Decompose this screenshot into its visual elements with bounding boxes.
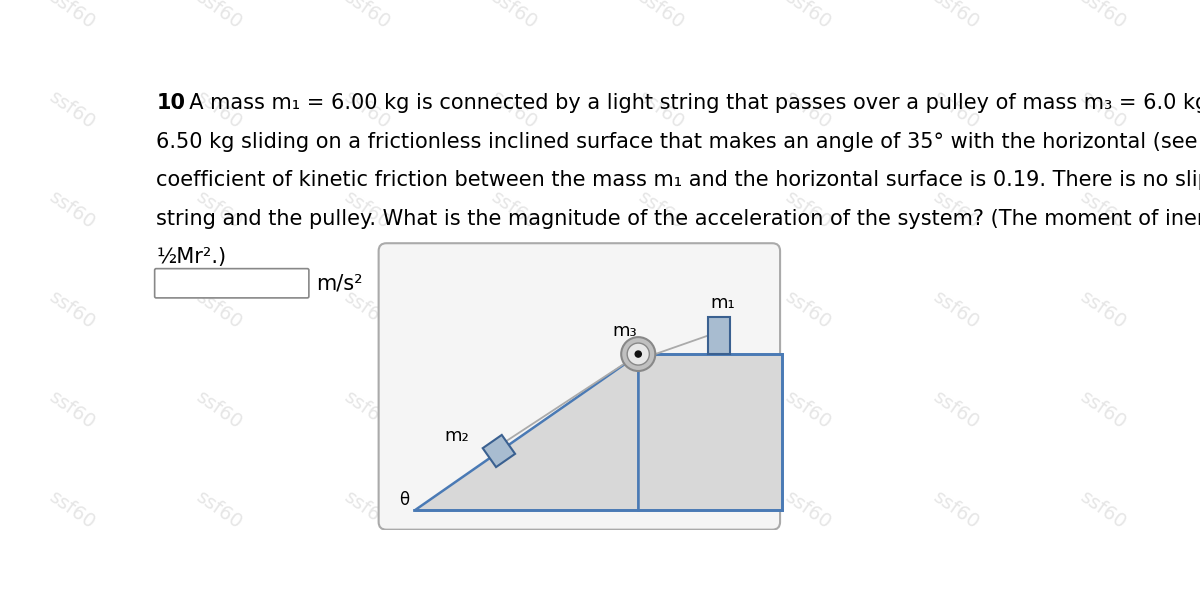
- Text: ssf60: ssf60: [487, 0, 541, 33]
- Text: ssf60: ssf60: [487, 488, 541, 533]
- Text: ssf60: ssf60: [929, 88, 983, 133]
- Text: ssf60: ssf60: [1076, 287, 1130, 333]
- Text: ssf60: ssf60: [341, 88, 394, 133]
- Bar: [708, 317, 730, 354]
- Text: 6.50 kg sliding on a frictionless inclined surface that makes an angle of 35° wi: 6.50 kg sliding on a frictionless inclin…: [156, 132, 1200, 151]
- Text: ssf60: ssf60: [341, 0, 394, 33]
- Text: ssf60: ssf60: [635, 287, 688, 333]
- Text: ssf60: ssf60: [341, 188, 394, 233]
- Text: . A mass m₁ = 6.00 kg is connected by a light string that passes over a pulley o: . A mass m₁ = 6.00 kg is connected by a …: [176, 93, 1200, 113]
- Text: ssf60: ssf60: [193, 188, 246, 233]
- Text: ssf60: ssf60: [929, 188, 983, 233]
- Text: ssf60: ssf60: [635, 0, 688, 33]
- Text: ssf60: ssf60: [46, 188, 100, 233]
- Text: ssf60: ssf60: [193, 0, 246, 33]
- Text: m₃: m₃: [612, 322, 637, 340]
- Text: ssf60: ssf60: [1076, 387, 1130, 433]
- Circle shape: [635, 351, 641, 357]
- Circle shape: [628, 343, 649, 365]
- Text: m/s²: m/s²: [317, 274, 364, 293]
- Text: ssf60: ssf60: [46, 387, 100, 433]
- Text: ssf60: ssf60: [1076, 488, 1130, 533]
- Text: ssf60: ssf60: [487, 188, 541, 233]
- Text: ssf60: ssf60: [635, 88, 688, 133]
- Text: ssf60: ssf60: [341, 488, 394, 533]
- Text: m₂: m₂: [444, 427, 469, 445]
- Text: ssf60: ssf60: [46, 488, 100, 533]
- FancyBboxPatch shape: [379, 243, 780, 530]
- Text: ssf60: ssf60: [193, 488, 246, 533]
- Text: ssf60: ssf60: [635, 387, 688, 433]
- Text: ssf60: ssf60: [46, 88, 100, 133]
- Text: ssf60: ssf60: [929, 287, 983, 333]
- Text: ssf60: ssf60: [487, 88, 541, 133]
- Text: ssf60: ssf60: [193, 387, 246, 433]
- Text: ssf60: ssf60: [341, 287, 394, 333]
- Text: ssf60: ssf60: [782, 88, 835, 133]
- Text: ssf60: ssf60: [193, 287, 246, 333]
- Text: coefficient of kinetic friction between the mass m₁ and the horizontal surface i: coefficient of kinetic friction between …: [156, 170, 1200, 190]
- Text: ssf60: ssf60: [782, 387, 835, 433]
- Text: ssf60: ssf60: [782, 0, 835, 33]
- Text: string and the pulley. What is the magnitude of the acceleration of the system? : string and the pulley. What is the magni…: [156, 209, 1200, 229]
- Text: 10: 10: [156, 93, 185, 113]
- Text: ssf60: ssf60: [929, 488, 983, 533]
- Text: ssf60: ssf60: [782, 287, 835, 333]
- Text: ssf60: ssf60: [929, 387, 983, 433]
- Text: θ: θ: [400, 491, 409, 509]
- Text: ssf60: ssf60: [929, 0, 983, 33]
- Text: ssf60: ssf60: [193, 88, 246, 133]
- Text: ssf60: ssf60: [635, 188, 688, 233]
- Text: ssf60: ssf60: [782, 488, 835, 533]
- Text: ssf60: ssf60: [635, 488, 688, 533]
- Text: ssf60: ssf60: [1076, 88, 1130, 133]
- Text: ssf60: ssf60: [1076, 0, 1130, 33]
- Text: ssf60: ssf60: [46, 287, 100, 333]
- Text: ssf60: ssf60: [46, 0, 100, 33]
- Text: ssf60: ssf60: [341, 387, 394, 433]
- Text: ssf60: ssf60: [487, 287, 541, 333]
- Text: ssf60: ssf60: [782, 188, 835, 233]
- Text: m₁: m₁: [710, 294, 736, 312]
- Text: ssf60: ssf60: [1076, 188, 1130, 233]
- Polygon shape: [414, 354, 638, 510]
- Bar: [482, 435, 515, 467]
- Text: ssf60: ssf60: [487, 387, 541, 433]
- FancyBboxPatch shape: [155, 269, 308, 298]
- Polygon shape: [638, 354, 781, 510]
- Text: ½Mr².): ½Mr².): [156, 247, 227, 267]
- Circle shape: [622, 337, 655, 371]
